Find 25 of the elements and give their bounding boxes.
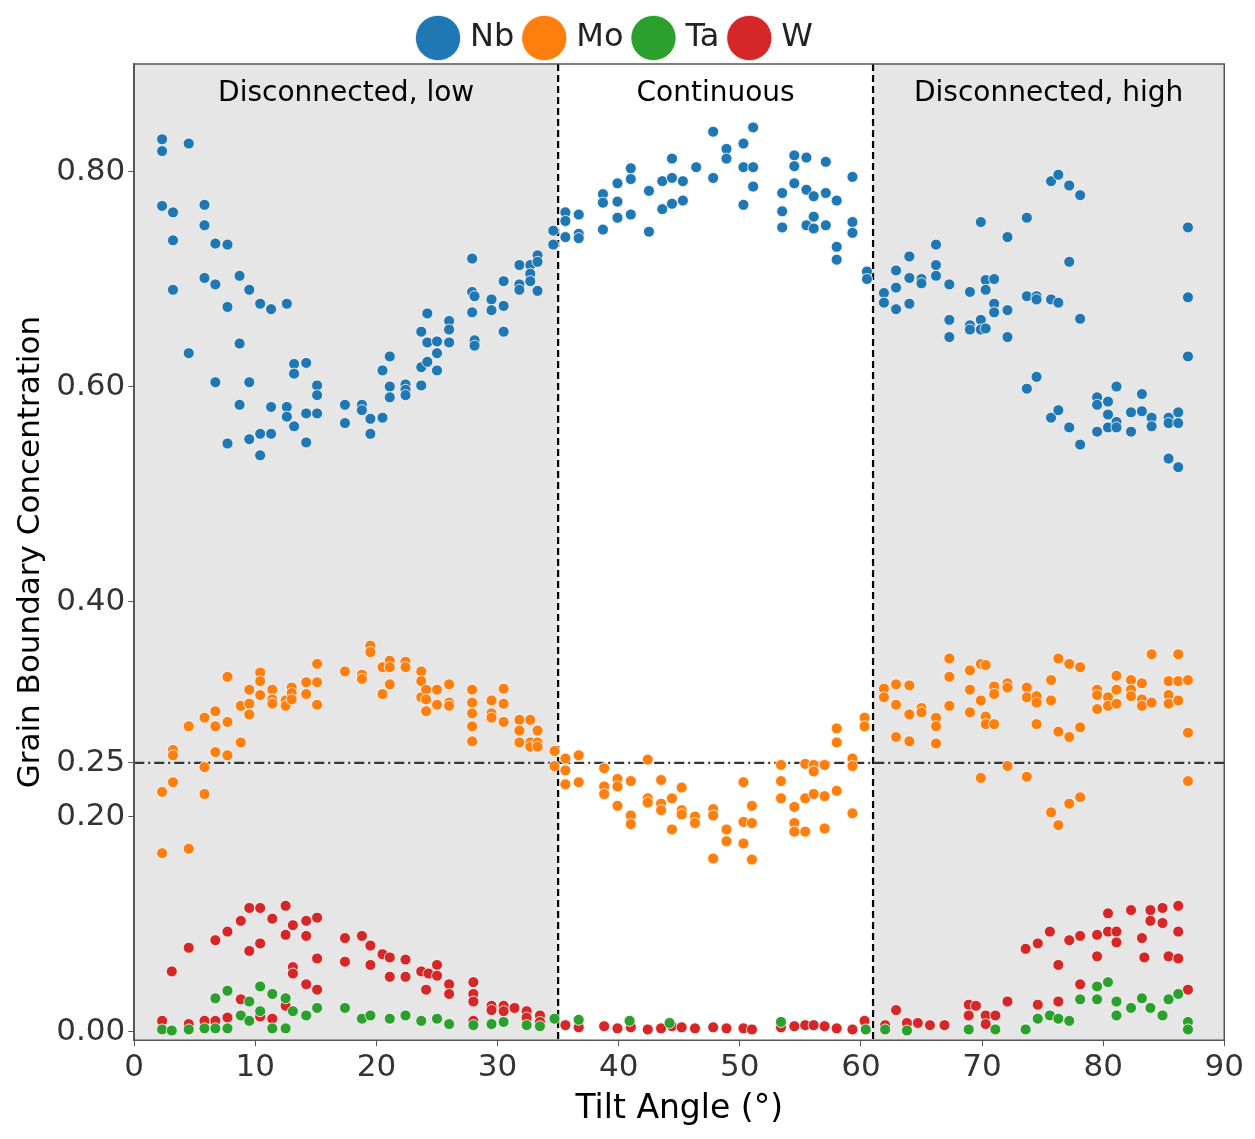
x-tick-label: 60 [841, 1046, 881, 1083]
band-label: Continuous [636, 75, 795, 109]
y-tick-label: 0.60 [56, 365, 126, 402]
x-tick-label: 10 [235, 1046, 276, 1083]
x-tick-label: 90 [1204, 1046, 1244, 1083]
band-label: Disconnected, low [218, 75, 475, 109]
x-tick-label: 30 [477, 1046, 518, 1083]
y-tick-label: 0.20 [56, 795, 126, 832]
legend-label: Mo [576, 16, 624, 55]
x-axis-title: Tilt Angle (°) [574, 1086, 784, 1126]
x-tick-label: 0 [124, 1046, 145, 1083]
y-tick-label: 0.00 [56, 1010, 126, 1047]
y-axis-title: Grain Boundary Concentration [9, 315, 46, 789]
y-tick-label: 0.25 [56, 741, 126, 778]
x-tick-label: 80 [1083, 1046, 1123, 1083]
y-tick-label: 0.40 [56, 580, 126, 617]
legend-label: Nb [470, 16, 515, 55]
band-label: Disconnected, high [913, 75, 1184, 109]
x-tick-label: 50 [720, 1046, 760, 1083]
x-tick-label: 20 [356, 1046, 397, 1083]
x-tick-label: 40 [598, 1046, 639, 1083]
legend-label: Ta [684, 16, 720, 55]
legend-label: W [781, 16, 813, 55]
x-tick-label: 70 [962, 1046, 1002, 1083]
y-tick-label: 0.80 [56, 150, 126, 187]
